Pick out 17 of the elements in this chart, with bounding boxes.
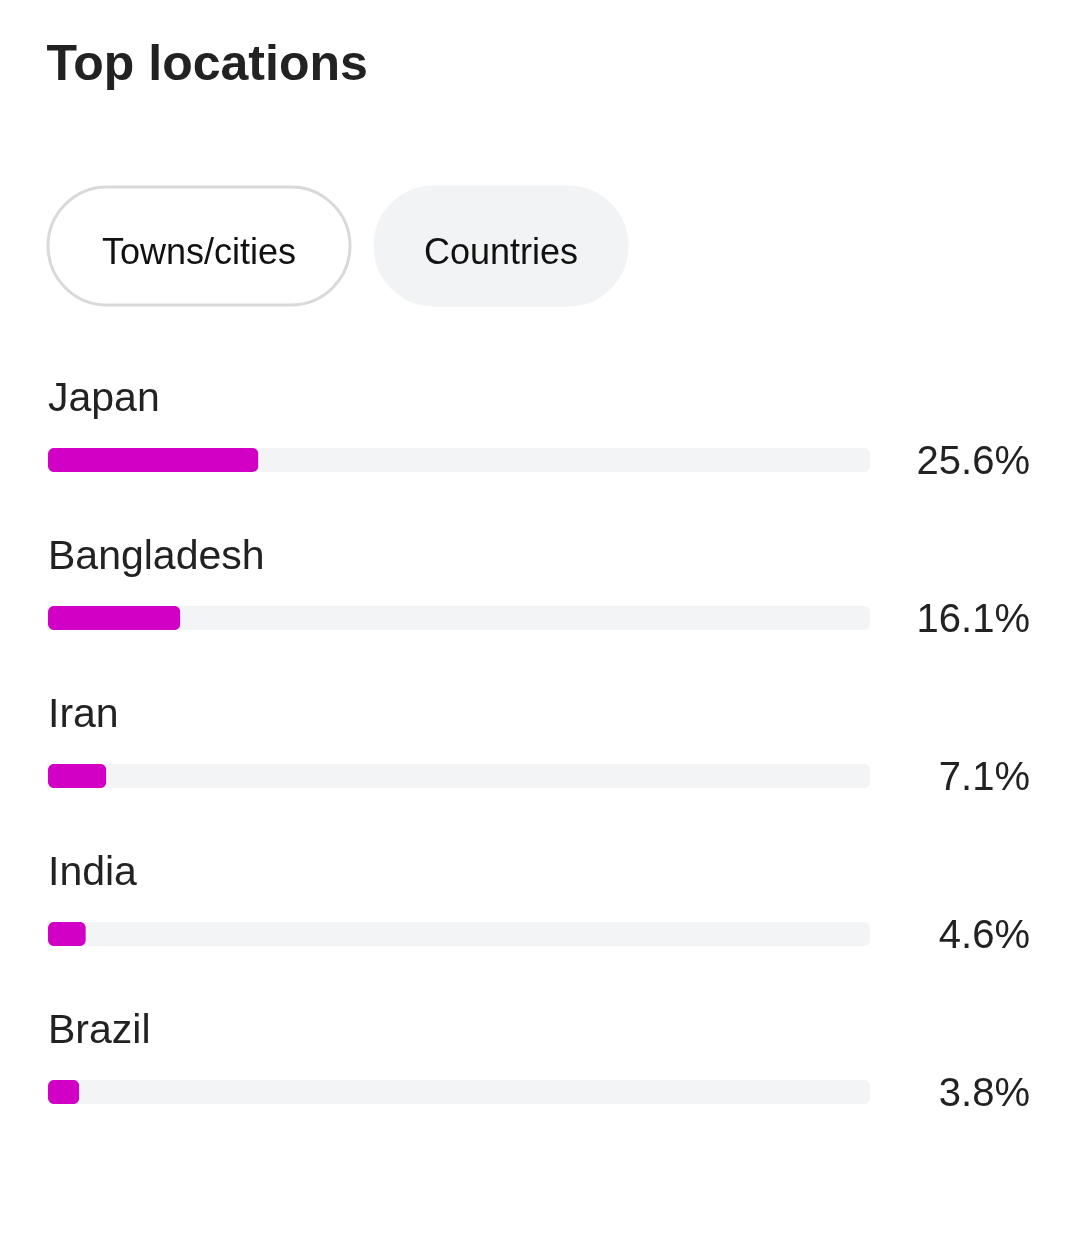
data-label: 3.8% xyxy=(938,1070,1030,1114)
data-label: 25.6% xyxy=(916,438,1030,482)
data-label: 16.1% xyxy=(916,596,1030,640)
text: Towns/cities xyxy=(101,231,297,272)
bar xyxy=(48,1080,80,1104)
bar xyxy=(48,764,107,788)
text: Countries xyxy=(423,231,579,272)
bar xyxy=(48,922,86,946)
y-tick-label: India xyxy=(48,848,138,894)
y-tick-label: Japan xyxy=(48,374,160,420)
chart-title: Top locations xyxy=(46,35,368,91)
data-label: 7.1% xyxy=(938,754,1030,798)
data-label: 4.6% xyxy=(938,912,1030,956)
y-tick-label: Iran xyxy=(48,690,119,736)
y-tick-label: Brazil xyxy=(48,1006,151,1052)
y-tick-label: Bangladesh xyxy=(48,532,265,578)
bar xyxy=(48,606,181,630)
